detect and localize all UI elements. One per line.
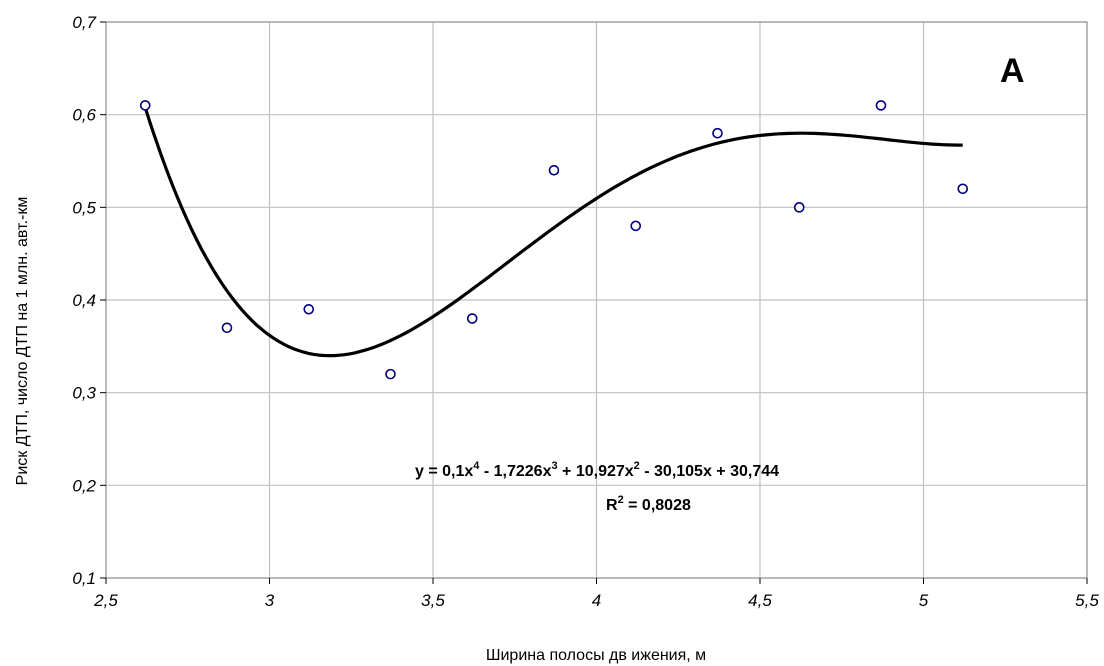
r-squared-label: R2 = 0,8028	[606, 494, 691, 514]
panel-label: А	[1000, 52, 1025, 90]
y-tick-label: 0,4	[72, 291, 96, 310]
data-point	[630, 220, 642, 232]
y-tick-label: 0,2	[72, 476, 96, 495]
y-axis-title: Риск ДТП, число ДТП на 1 млн. авт.-км	[14, 197, 31, 486]
y-tick-label: 0,6	[72, 106, 96, 125]
data-point	[548, 164, 560, 176]
data-point	[139, 100, 151, 111]
y-tick-label: 0,7	[72, 13, 96, 32]
y-tick-label: 0,3	[72, 384, 96, 403]
y-tick-label: 0,1	[72, 569, 96, 588]
x-tick-label: 3	[265, 591, 275, 610]
x-tick-label: 4,5	[748, 591, 772, 610]
data-point	[957, 183, 969, 195]
grid-lines	[105, 21, 1088, 579]
x-axis-title: Ширина полосы дв ижения, м	[486, 647, 706, 664]
y-tick-label: 0,5	[72, 198, 96, 217]
x-tick-label: 2,5	[93, 591, 118, 610]
x-tick-label: 3,5	[421, 591, 445, 610]
data-point	[875, 100, 887, 111]
x-tick-label: 5	[919, 591, 929, 610]
data-point	[385, 368, 396, 380]
y-axis-ticks: 0,1 0,2 0,3 0,4 0,5 0,6 0,7	[72, 13, 106, 588]
x-axis-ticks: 2,5 3 3,5 4 4,5 5 5,5	[93, 578, 1099, 610]
data-points	[139, 100, 969, 380]
trendline-curve	[143, 107, 963, 358]
x-tick-label: 5,5	[1075, 591, 1099, 610]
data-point	[303, 303, 315, 315]
x-tick-label: 4	[592, 591, 601, 610]
data-point	[712, 127, 723, 139]
data-point	[466, 313, 478, 324]
trendline-equation: y = 0,1x4 - 1,7226x3 + 10,927x2 - 30,105…	[415, 460, 779, 480]
data-point	[793, 202, 805, 213]
data-point	[221, 322, 233, 334]
